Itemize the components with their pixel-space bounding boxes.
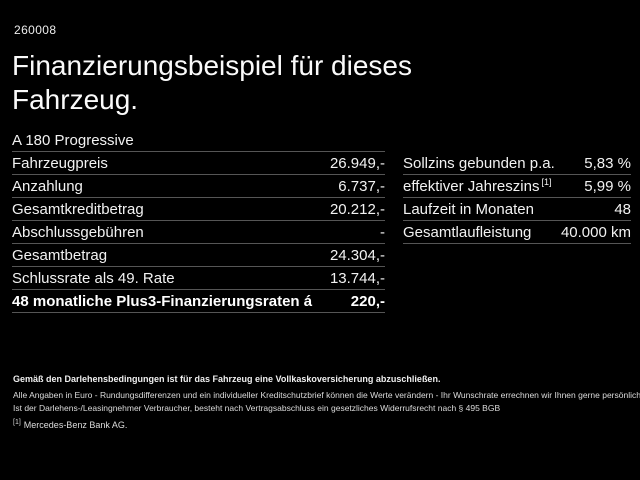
insurance-note: Gemäß den Darlehensbedingungen ist für d… — [13, 374, 441, 384]
conditions-table: Sollzins gebunden p.a. 5,83 % effektiver… — [403, 152, 631, 244]
row-label: effektiver Jahreszins [1] — [403, 176, 552, 195]
row-label: Gesamtlaufleistung — [403, 223, 532, 241]
row-value: 13.744,- — [329, 269, 385, 287]
row-value: 40.000 km — [560, 223, 631, 241]
row-value: 5,83 % — [584, 154, 631, 172]
table-row: Sollzins gebunden p.a. 5,83 % — [403, 152, 631, 175]
row-label: Fahrzeugpreis — [12, 154, 108, 172]
row-label: 48 monatliche Plus3-Finanzierungsraten á — [12, 292, 313, 310]
row-value: 24.304,- — [329, 246, 385, 264]
footnote-reference: [1] Mercedes-Benz Bank AG. — [13, 419, 127, 430]
row-value: 220,- — [350, 292, 385, 310]
table-row: Abschlussgebühren - — [12, 221, 385, 244]
row-value: - — [380, 223, 385, 241]
offer-code: 260008 — [14, 23, 57, 37]
row-value: 48 — [614, 200, 631, 218]
row-label: Schlussrate als 49. Rate — [12, 269, 175, 287]
disclaimer-line-1: Alle Angaben in Euro - Rundungsdifferenz… — [13, 390, 640, 400]
table-row: Gesamtbetrag 24.304,- — [12, 244, 385, 267]
table-row: Laufzeit in Monaten 48 — [403, 198, 631, 221]
row-label: Gesamtbetrag — [12, 246, 108, 264]
row-value: 5,99 % — [584, 177, 631, 195]
footnote-marker: [1] — [13, 419, 21, 426]
table-row: effektiver Jahreszins [1] 5,99 % — [403, 175, 631, 198]
row-label: Sollzins gebunden p.a. — [403, 154, 555, 172]
footnote-ref-superscript: [1] — [541, 176, 552, 187]
row-label: Abschlussgebühren — [12, 223, 144, 241]
model-row: A 180 Progressive — [12, 129, 385, 152]
row-label: Laufzeit in Monaten — [403, 200, 534, 218]
model-name: A 180 Progressive — [12, 131, 134, 149]
financing-table: A 180 Progressive Fahrzeugpreis 26.949,-… — [12, 129, 385, 313]
page-title: Finanzierungsbeispiel für dieses Fahrzeu… — [12, 50, 412, 115]
table-row: Anzahlung 6.737,- — [12, 175, 385, 198]
table-row: Fahrzeugpreis 26.949,- — [12, 152, 385, 175]
row-value: 6.737,- — [338, 177, 385, 195]
footnote-text: Mercedes-Benz Bank AG. — [23, 420, 128, 430]
table-row: Schlussrate als 49. Rate 13.744,- — [12, 267, 385, 290]
row-label: Gesamtkreditbetrag — [12, 200, 144, 218]
disclaimer-line-2: Ist der Darlehens-/Leasingnehmer Verbrau… — [13, 403, 501, 413]
table-row: Gesamtlaufleistung 40.000 km — [403, 221, 631, 244]
row-value: 26.949,- — [329, 154, 385, 172]
monthly-rate-row: 48 monatliche Plus3-Finanzierungsraten á… — [12, 290, 385, 313]
row-value: 20.212,- — [329, 200, 385, 218]
table-row: Gesamtkreditbetrag 20.212,- — [12, 198, 385, 221]
row-label: Anzahlung — [12, 177, 83, 195]
